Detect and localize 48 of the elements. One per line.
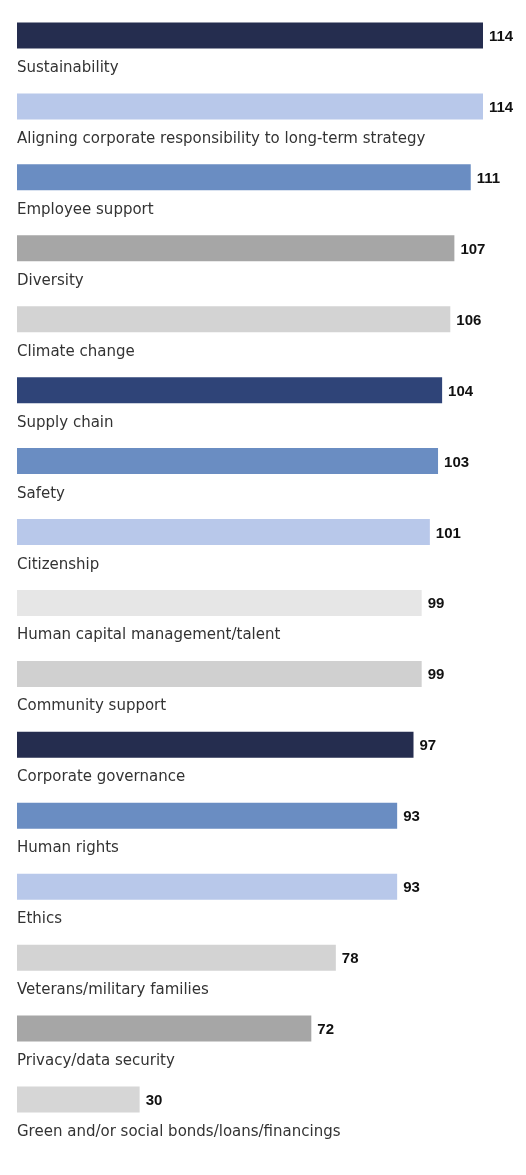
data-label: 78 xyxy=(341,949,359,967)
data-label: 106 xyxy=(456,310,482,328)
bar xyxy=(17,448,439,475)
y-tick-label: Safety xyxy=(17,483,66,502)
y-tick-label: Veterans/military families xyxy=(17,980,209,999)
data-label: 97 xyxy=(419,736,437,754)
y-tick-label: Employee support xyxy=(17,199,154,218)
y-tick-label: Sustainability xyxy=(17,57,119,76)
y-tick-label: Community support xyxy=(17,696,167,715)
data-label: 114 xyxy=(489,97,514,115)
data-label: 93 xyxy=(403,878,420,896)
y-tick-label: Aligning corporate responsibility to long-term strategy xyxy=(17,128,426,147)
y-tick-label: Green and/or social bonds/loans/financings xyxy=(17,1122,341,1141)
bar xyxy=(17,660,422,687)
y-tick-label: Human capital management/talent xyxy=(17,625,281,644)
bar xyxy=(17,802,398,829)
bar xyxy=(17,589,422,616)
bar xyxy=(17,93,483,120)
bar xyxy=(17,235,455,262)
data-label: 30 xyxy=(145,1091,163,1109)
y-tick-label: Climate change xyxy=(17,341,135,360)
data-label: 99 xyxy=(427,594,445,612)
data-label: 93 xyxy=(403,807,420,825)
bar xyxy=(17,164,471,191)
bar xyxy=(17,944,336,971)
bar xyxy=(17,1015,312,1042)
y-tick-label: Human rights xyxy=(17,838,120,857)
bar xyxy=(17,22,483,49)
data-label: 114 xyxy=(489,26,514,44)
y-tick-label: Ethics xyxy=(17,909,63,928)
bar xyxy=(17,519,430,546)
bar xyxy=(17,306,451,333)
y-tick-label: Corporate governance xyxy=(17,767,186,786)
data-label: 107 xyxy=(460,239,486,257)
bar xyxy=(17,377,443,404)
data-label: 104 xyxy=(448,381,474,399)
data-label: 101 xyxy=(435,523,461,541)
data-label: 111 xyxy=(476,168,501,186)
data-label: 99 xyxy=(427,665,445,683)
y-tick-label: Citizenship xyxy=(17,554,100,573)
y-tick-label: Supply chain xyxy=(17,412,114,431)
y-tick-label: Diversity xyxy=(17,270,84,289)
bar xyxy=(17,873,398,900)
data-label: 72 xyxy=(317,1020,334,1038)
bar xyxy=(17,1086,140,1113)
bar xyxy=(17,731,414,758)
data-label: 103 xyxy=(444,452,470,470)
y-tick-label: Privacy/data security xyxy=(17,1051,175,1070)
